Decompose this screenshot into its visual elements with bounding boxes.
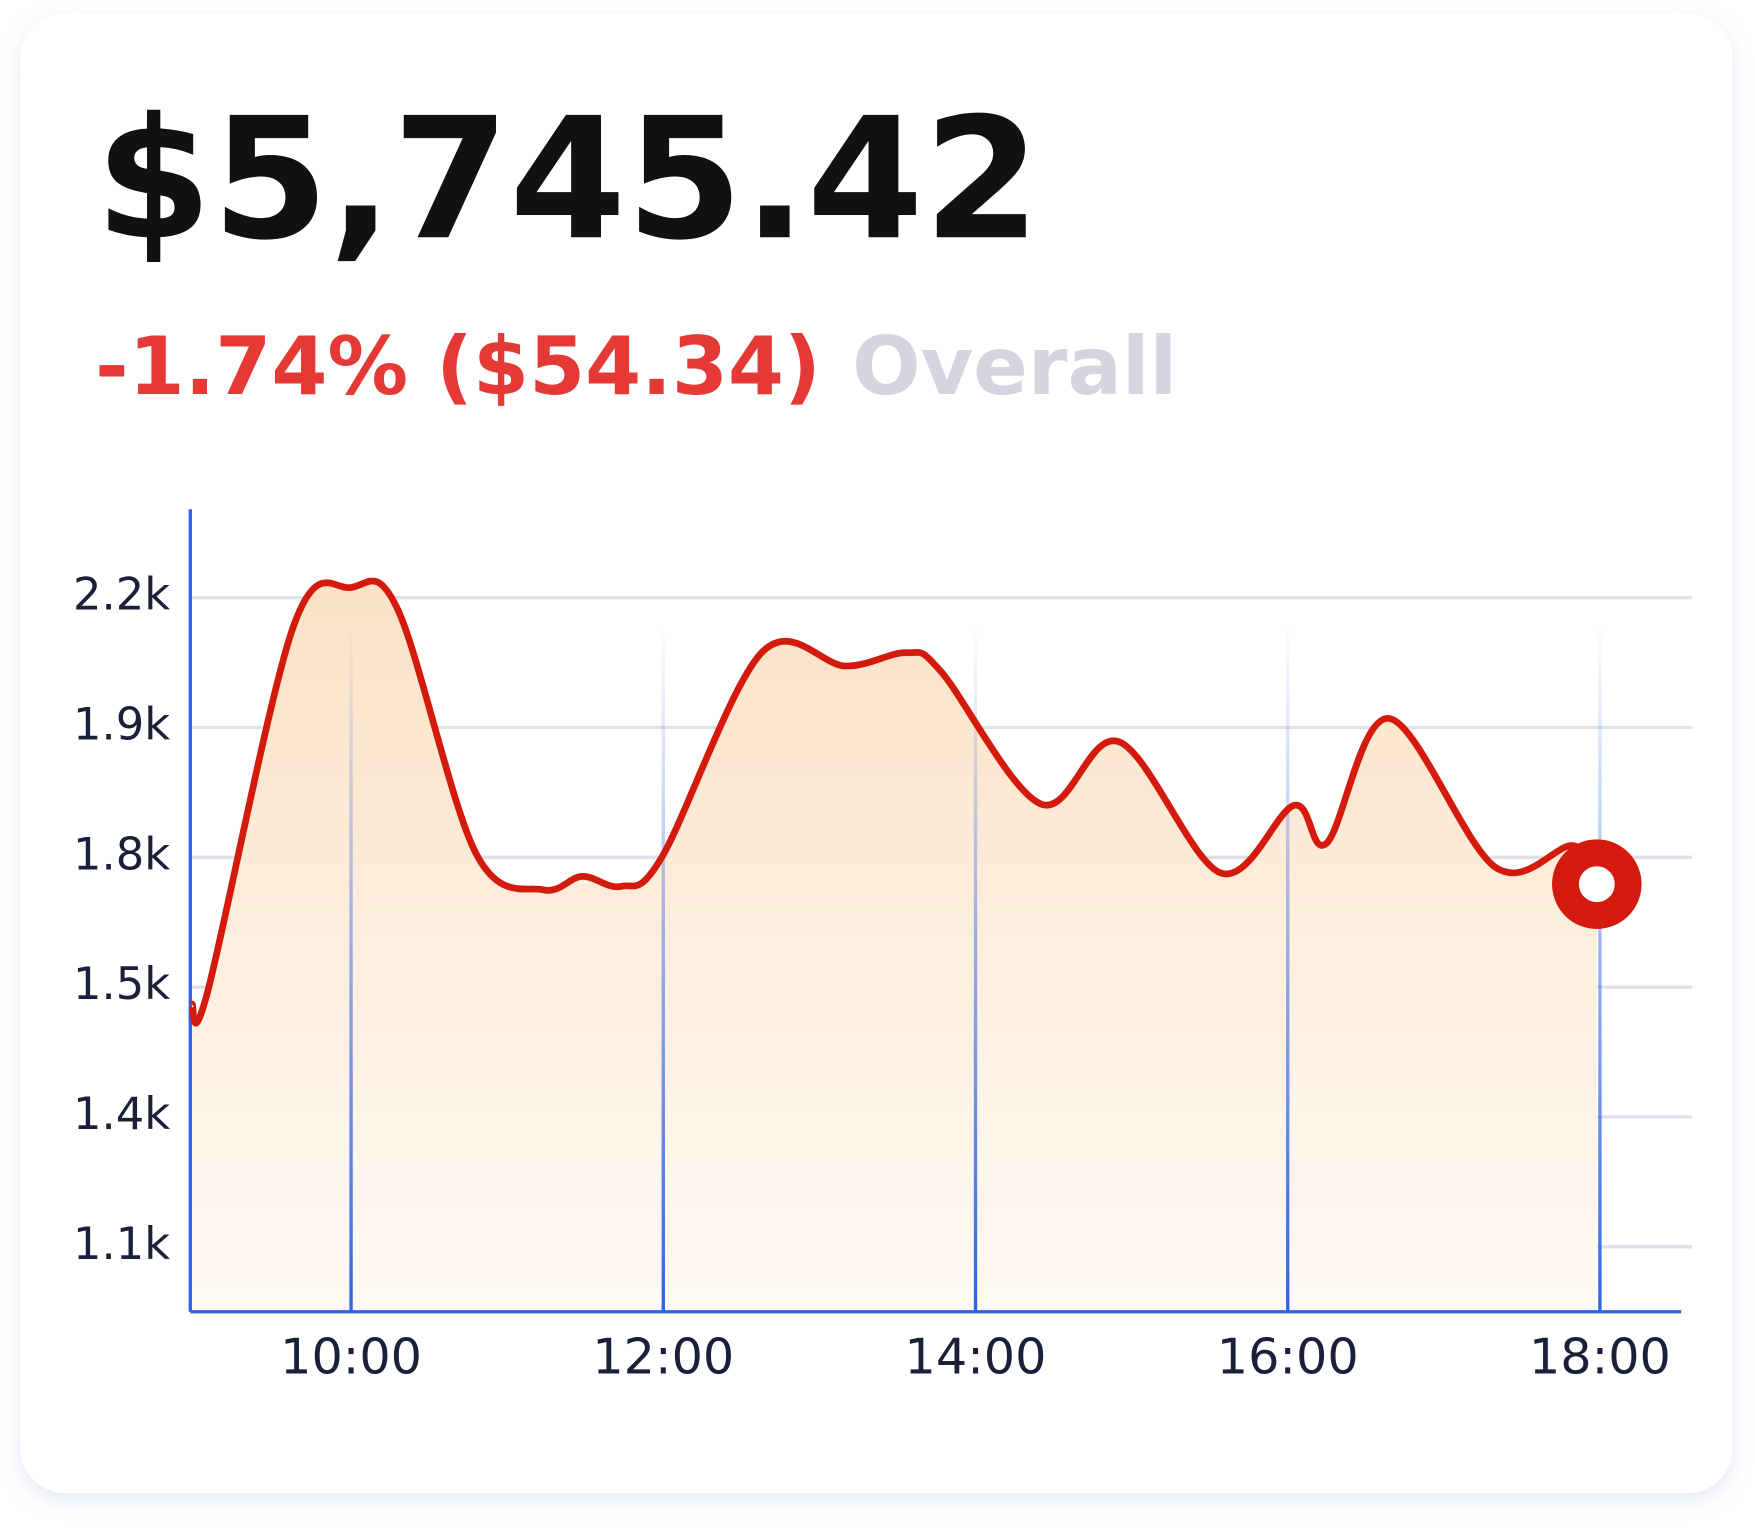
- y-tick-label: 1.8k: [73, 827, 170, 880]
- x-grid-line: [349, 621, 353, 1312]
- x-tick-label: 18:00: [1529, 1327, 1671, 1385]
- x-grid-line: [661, 621, 665, 1312]
- area: [191, 580, 1597, 1312]
- y-tick-label: 1.1k: [73, 1217, 170, 1270]
- balance: $5,745.42: [95, 81, 1040, 277]
- plot: 2.2k 1.9k 1.8k 1.5k 1.4k 1.1k 10:00 12:00 14:00 1…: [73, 509, 1693, 1385]
- y-tick-label: 1.9k: [73, 698, 170, 751]
- x-tick-label: 10:00: [280, 1327, 422, 1385]
- x-grid-line: [973, 621, 978, 1312]
- x-tick-label: 12:00: [592, 1327, 734, 1385]
- y-tick-label: 1.4k: [73, 1087, 170, 1140]
- x-tick-label: 16:00: [1217, 1327, 1359, 1385]
- x-grid-line: [1286, 621, 1290, 1312]
- x-tick-label: 14:00: [905, 1327, 1047, 1385]
- change-line: -1.74% ($54.34) Overall: [95, 320, 1177, 414]
- current-point: [1552, 839, 1642, 929]
- x-grid-line: [1598, 621, 1602, 1312]
- period: Overall: [852, 320, 1177, 414]
- change: -1.74% ($54.34): [95, 320, 821, 414]
- price-line: [188, 577, 1600, 1027]
- y-tick-label: 2.2k: [73, 568, 170, 621]
- y-tick-label: 1.5k: [73, 957, 170, 1010]
